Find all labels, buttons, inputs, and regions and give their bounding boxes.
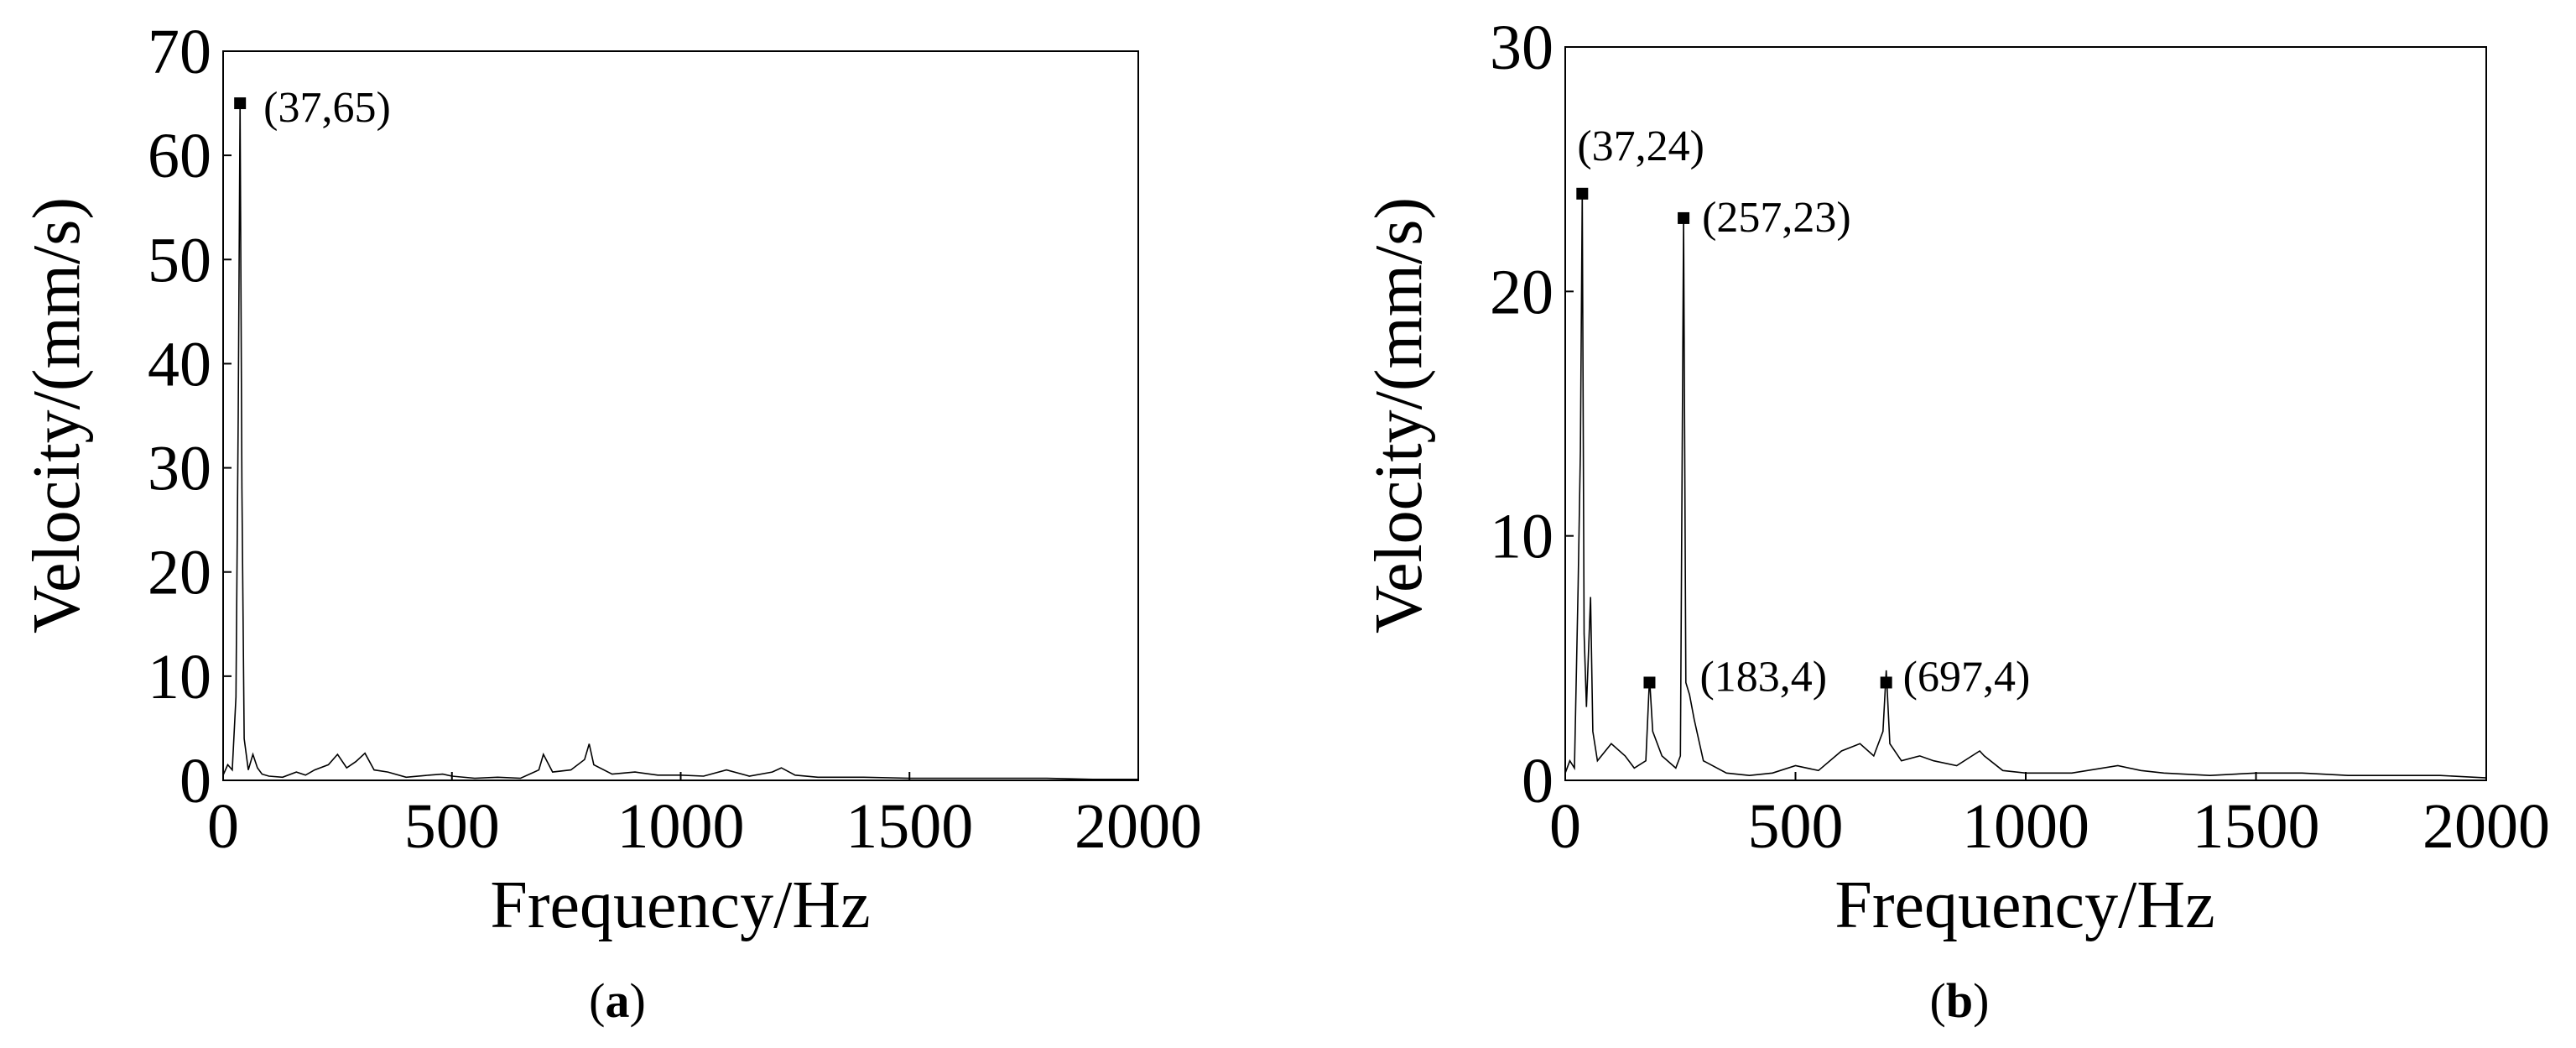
peak-marker: [1880, 676, 1892, 689]
x-tick-label: 0: [1549, 791, 1581, 862]
peak-annotation: (37,65): [263, 84, 391, 132]
x-axis-title: Frequency/Hz: [1834, 868, 2214, 942]
chart-panel-b: (37,24) (257,23) (183,4) (697,4) 0 500 1000 15…: [1362, 13, 2550, 1028]
tick-label-layer: 0 500 1000 1500 2000 0 10 20 30 40 50 60 70: [148, 17, 1202, 862]
y-tick-label: 0: [1522, 746, 1553, 816]
panel-caption-a: (a): [589, 973, 646, 1028]
peak-annotation: (697,4): [1903, 653, 2031, 701]
y-axis-title: Velocity/(mm/s): [20, 197, 94, 633]
peak-annotation: (37,24): [1577, 123, 1704, 170]
x-tick-label: 1500: [846, 791, 973, 862]
peak-marker: [1576, 187, 1589, 200]
annotation-layer: (37,65): [263, 84, 391, 132]
x-tick-label: 0: [207, 791, 239, 862]
marker-layer: [1576, 187, 1892, 689]
x-tick-label: 500: [404, 791, 500, 862]
tick-label-layer: 0 500 1000 1500 2000 0 10 20 30: [1490, 13, 2550, 862]
series-line: [222, 103, 1138, 780]
series-layer: [1564, 193, 2487, 779]
x-tick-label: 1000: [617, 791, 745, 862]
x-tick-label: 2000: [1075, 791, 1202, 862]
axis-ticks: [222, 50, 1139, 781]
peak-annotation: (183,4): [1699, 653, 1827, 701]
y-tick-label: 70: [148, 17, 211, 87]
y-tick-label: 30: [148, 434, 211, 504]
y-tick-label: 40: [148, 329, 211, 399]
x-tick-label: 2000: [2422, 791, 2550, 862]
x-tick-label: 1500: [2193, 791, 2320, 862]
y-tick-label: 10: [148, 642, 211, 712]
y-tick-label: 0: [180, 746, 211, 816]
marker-layer: [234, 97, 247, 110]
chart-panel-a: (37,65) 0 500 1000 1500 2000010203040506070 …: [20, 17, 1202, 1028]
y-tick-label: 20: [1490, 257, 1553, 327]
y-tick-label: 20: [148, 538, 211, 608]
plot-frame: [222, 50, 1139, 781]
x-axis-title: Frequency/Hz: [490, 868, 870, 942]
x-tick-label: 1000: [1962, 791, 2089, 862]
y-tick-label: 60: [148, 121, 211, 191]
peak-marker: [1678, 211, 1690, 224]
y-tick-label: 10: [1490, 502, 1553, 572]
peak-annotation: (257,23): [1702, 194, 1851, 242]
y-tick-label: 50: [148, 225, 211, 295]
series-line: [1564, 193, 2487, 779]
annotation-layer: (37,24) (257,23) (183,4) (697,4): [1577, 123, 2030, 701]
y-tick-label: 30: [1490, 13, 1553, 83]
peak-marker: [234, 97, 247, 110]
panel-caption-b: (b): [1930, 973, 1990, 1028]
series-layer: [222, 103, 1138, 780]
peak-marker: [1643, 676, 1656, 689]
y-axis-title: Velocity/(mm/s): [1362, 197, 1436, 633]
x-tick-label: 500: [1748, 791, 1844, 862]
